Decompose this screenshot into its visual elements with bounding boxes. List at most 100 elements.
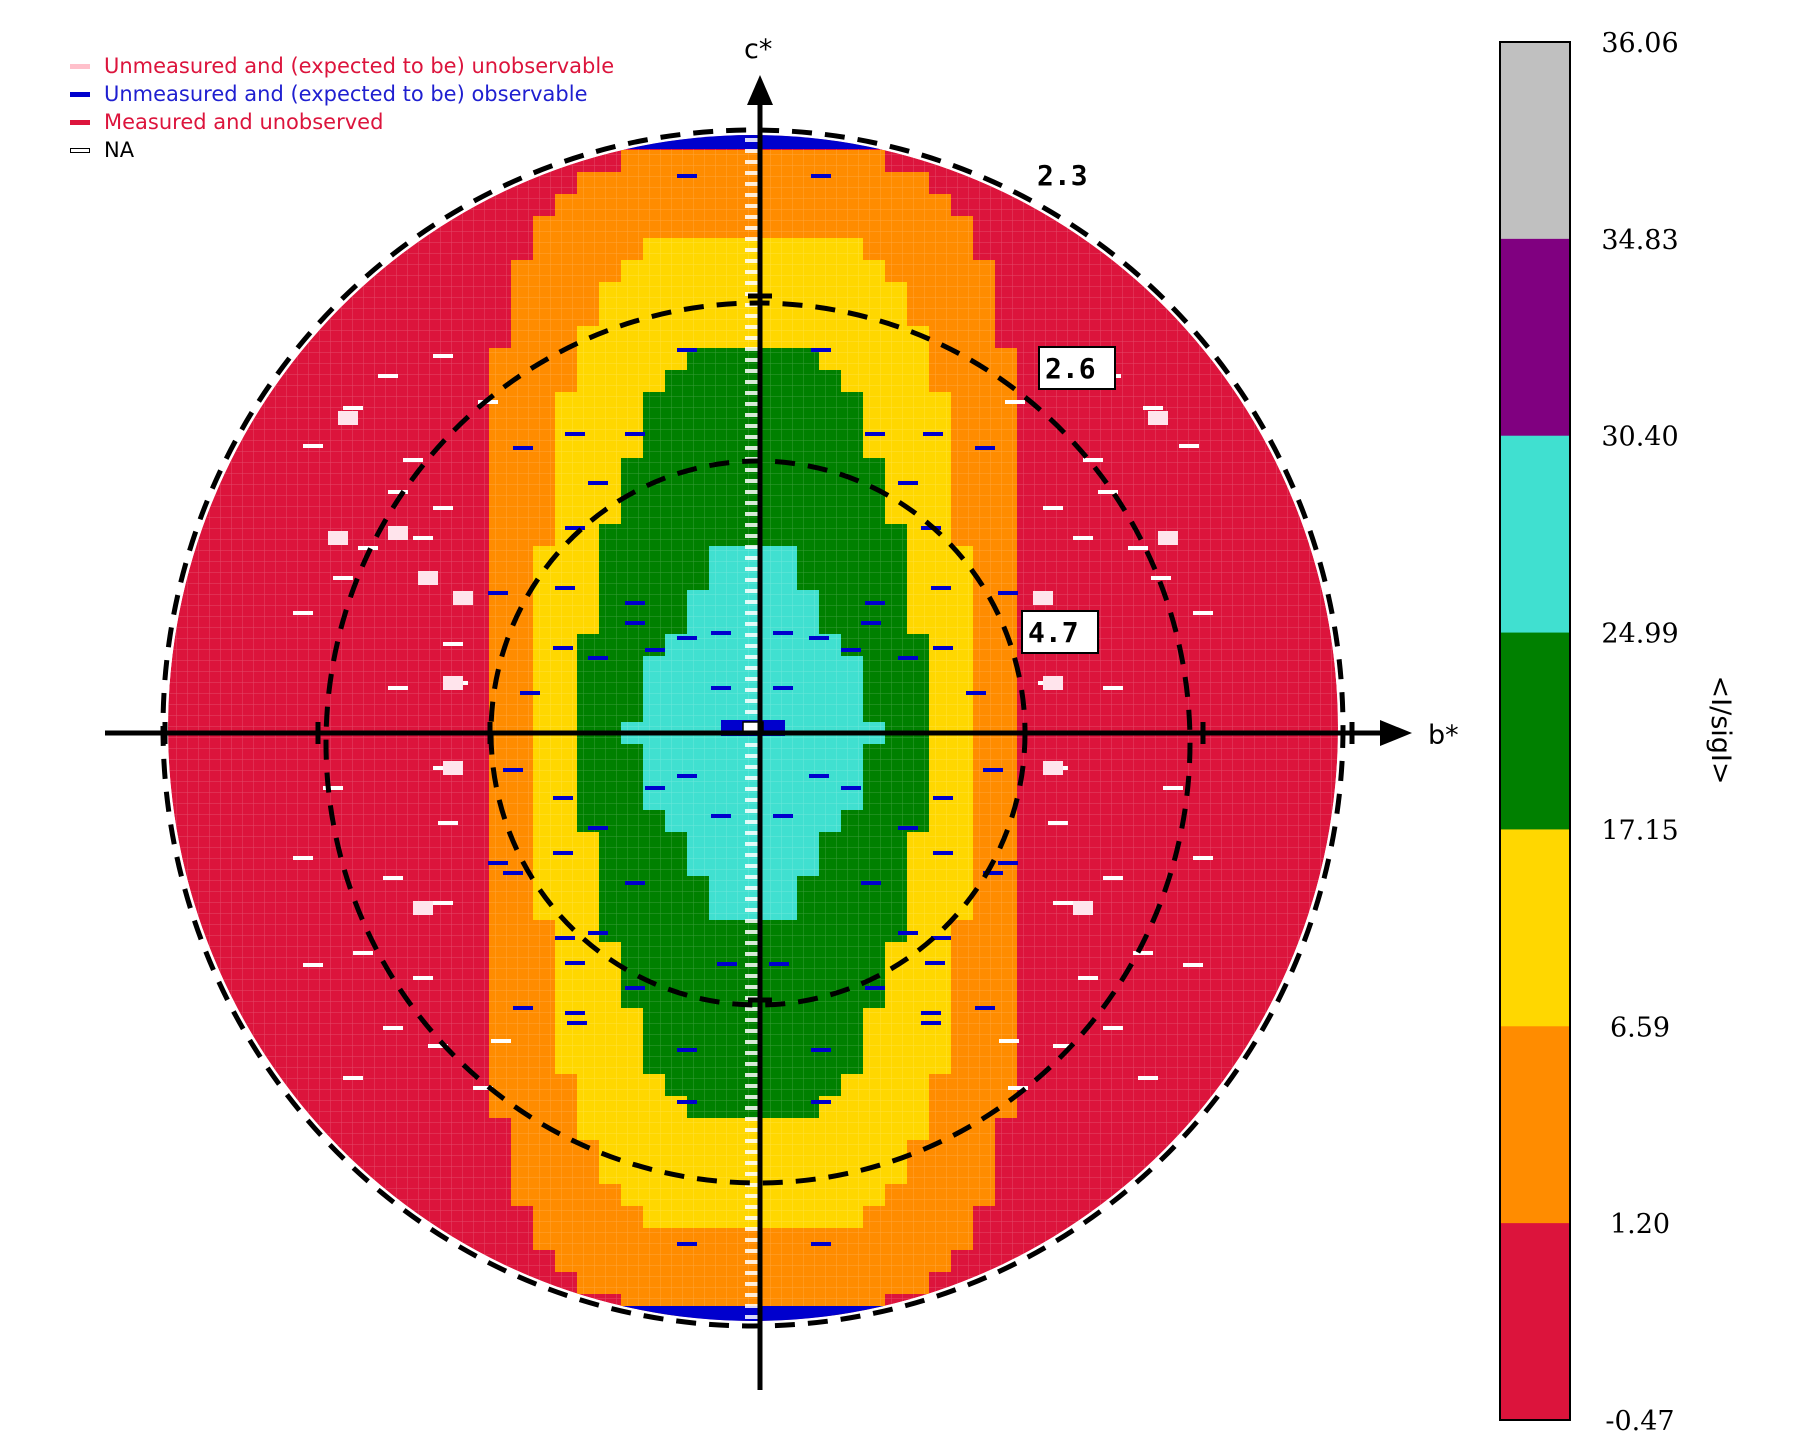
- colorbar-segment: [1500, 435, 1570, 634]
- na-cell: [745, 479, 761, 483]
- observable-mark: [933, 796, 953, 800]
- na-cell: [745, 325, 761, 329]
- na-cell: [745, 578, 761, 582]
- legend-item: Unmeasured and (expected to be) unobserv…: [70, 52, 614, 80]
- na-cell: [745, 270, 761, 274]
- unobservable-mark: [303, 444, 323, 448]
- ring-label-0: 2.3: [1037, 159, 1088, 192]
- unobservable-cell: [1148, 411, 1168, 425]
- na-cell: [745, 589, 761, 593]
- unobservable-cell: [1073, 901, 1093, 915]
- na-cell: [745, 633, 761, 637]
- ring-label-text: 4.7: [1028, 616, 1079, 649]
- legend-item: NA: [70, 136, 614, 164]
- na-cell: [745, 930, 761, 934]
- observable-mark: [975, 1006, 995, 1010]
- na-cell: [745, 743, 761, 747]
- observable-mark: [773, 814, 793, 818]
- unobservable-mark: [1103, 1026, 1123, 1030]
- na-cell: [745, 281, 761, 285]
- na-cell: [745, 1249, 761, 1253]
- na-cell: [745, 1183, 761, 1187]
- na-cell: [745, 908, 761, 912]
- observable-mark: [555, 936, 575, 940]
- unobservable-cell: [328, 531, 348, 545]
- legend-label: Measured and unobserved: [104, 110, 384, 134]
- observable-mark: [625, 986, 645, 990]
- na-cell: [745, 941, 761, 945]
- ring-label-1: 2.6: [1038, 346, 1116, 390]
- axes: b* c*: [105, 34, 1459, 1390]
- na-cell: [745, 391, 761, 395]
- unobservable-mark: [433, 506, 453, 510]
- observable-mark: [811, 1242, 831, 1246]
- na-cell: [745, 556, 761, 560]
- observable-mark: [588, 826, 608, 830]
- b-axis-label: b*: [1428, 720, 1459, 751]
- observable-mark: [513, 446, 533, 450]
- na-cell: [745, 1051, 761, 1055]
- observable-mark: [769, 962, 789, 966]
- observable-mark: [933, 851, 953, 855]
- observable-mark: [841, 648, 861, 652]
- observable-mark: [898, 656, 918, 660]
- observable-mark: [923, 432, 943, 436]
- na-cell: [745, 655, 761, 659]
- colorbar-tick-label: 34.83: [1601, 225, 1678, 256]
- unobservable-cell: [388, 526, 408, 540]
- observable-mark: [983, 768, 1003, 772]
- observable-mark: [488, 591, 508, 595]
- na-cell: [745, 677, 761, 681]
- na-cell: [745, 688, 761, 692]
- na-cell: [745, 347, 761, 351]
- unobservable-mark: [378, 374, 398, 378]
- colorbar-tick-label: 6.59: [1610, 1012, 1670, 1043]
- na-cell: [745, 171, 761, 175]
- na-cell: [745, 1007, 761, 1011]
- colorbar: 36.06 34.83 30.40 24.99 17.15 6.59 1.20 -0.47 <I…: [1499, 28, 1736, 1437]
- observable-mark: [898, 826, 918, 830]
- observable-mark: [625, 621, 645, 625]
- na-cell: [745, 1040, 761, 1044]
- observable-mark: [809, 636, 829, 640]
- na-cell: [745, 1139, 761, 1143]
- observable-mark: [677, 174, 697, 178]
- na-cell: [745, 204, 761, 208]
- observable-mark: [933, 646, 953, 650]
- na-cell: [745, 1150, 761, 1154]
- observable-mark: [865, 601, 885, 605]
- unobservable-mark: [1048, 821, 1068, 825]
- unobservable-mark: [333, 576, 353, 580]
- na-cell: [745, 1117, 761, 1121]
- observable-mark: [811, 174, 831, 178]
- observable-mark: [625, 432, 645, 436]
- observable-mark: [553, 796, 573, 800]
- colorbar-segment: [1500, 632, 1570, 830]
- unobservable-mark: [438, 821, 458, 825]
- unobservable-mark: [383, 876, 403, 880]
- unobservable-mark: [388, 686, 408, 690]
- observable-mark: [898, 931, 918, 935]
- observable-mark: [503, 768, 523, 772]
- unobservable-mark: [1078, 976, 1098, 980]
- observable-mark: [983, 871, 1003, 875]
- c-axis-arrow: [747, 75, 773, 105]
- na-cell: [745, 413, 761, 417]
- observable-mark: [809, 774, 829, 778]
- ring-label-2: 4.7: [1021, 610, 1099, 654]
- unobservable-mark: [433, 354, 453, 358]
- na-cell: [745, 1304, 761, 1308]
- unobservable-mark: [1103, 686, 1123, 690]
- na-cell: [745, 875, 761, 879]
- observable-mark: [565, 1011, 585, 1015]
- na-cell: [745, 897, 761, 901]
- na-cell: [745, 886, 761, 890]
- na-cell: [745, 710, 761, 714]
- unobservable-mark: [491, 1039, 511, 1043]
- colorbar-tick-label: -0.47: [1605, 1406, 1674, 1437]
- unobservable-cell: [1043, 676, 1063, 690]
- legend-label: Unmeasured and (expected to be) observab…: [104, 82, 588, 106]
- unobservable-mark: [999, 1039, 1019, 1043]
- observable-mark: [998, 591, 1018, 595]
- na-cell: [745, 545, 761, 549]
